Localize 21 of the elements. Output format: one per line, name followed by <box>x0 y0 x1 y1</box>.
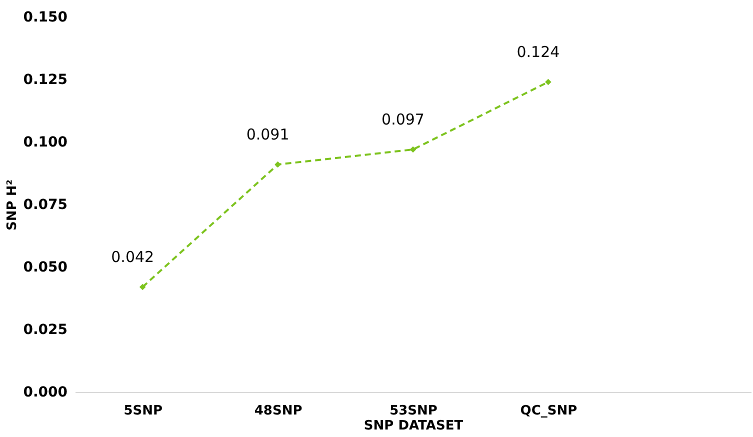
x-tick-label: 48SNP <box>254 404 302 418</box>
point <box>139 284 146 290</box>
y-axis-title: SNP H² <box>5 180 20 230</box>
y-tick-label: 0.050 <box>23 260 68 276</box>
point <box>545 78 552 86</box>
y-tick-label: 0.125 <box>23 72 68 88</box>
x-tick-label: 5SNP <box>124 404 163 418</box>
data-label: 0.091 <box>246 126 290 144</box>
x-tick-label: QC_SNP <box>520 404 578 418</box>
point <box>274 161 281 168</box>
x-tick-label: 53SNP <box>390 404 438 418</box>
x-axis-title: SNP DATASET <box>364 418 464 434</box>
y-tick-label: 0.150 <box>23 10 68 26</box>
data-label: 0.097 <box>382 110 424 128</box>
point <box>410 146 416 153</box>
y-tick-label: 0.000 <box>23 384 68 400</box>
data-label: 0.124 <box>516 43 560 61</box>
y-tick-label: 0.100 <box>23 134 68 150</box>
data-label: 0.042 <box>111 248 154 266</box>
y-tick-label: 0.075 <box>23 197 68 213</box>
y-tick-label: 0.025 <box>23 322 68 338</box>
